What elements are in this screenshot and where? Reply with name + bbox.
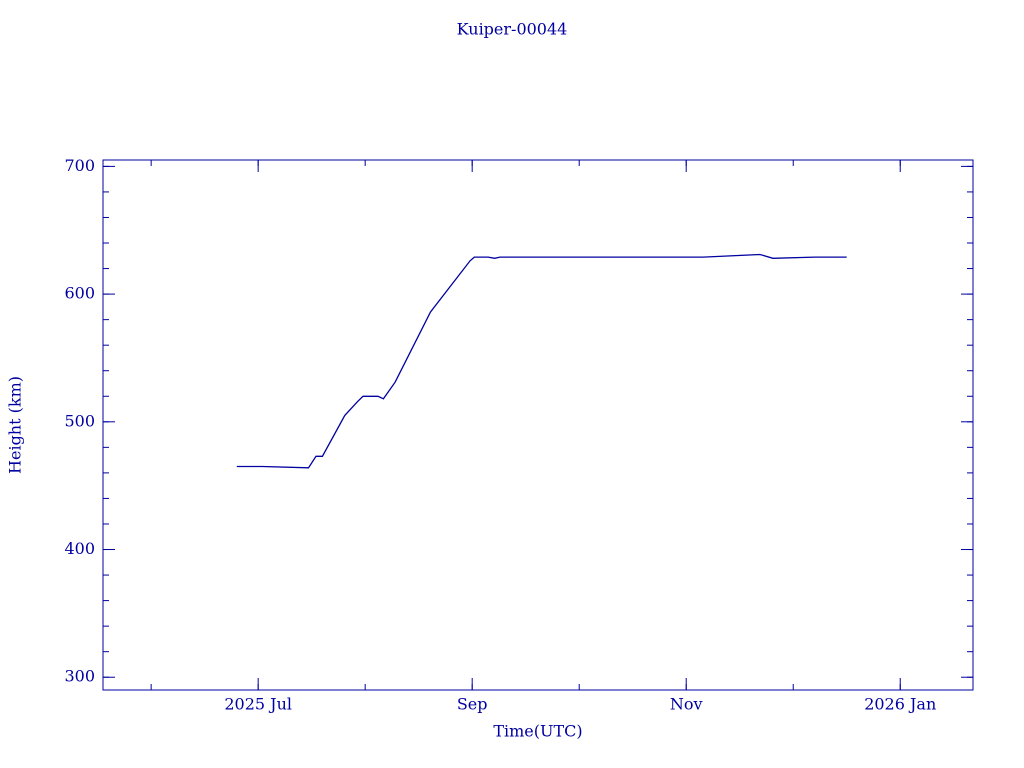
x-tick-label: 2025 Jul (224, 695, 292, 714)
x-tick-label: Nov (670, 695, 703, 714)
x-tick-label: Sep (457, 695, 488, 714)
data-line (236, 253, 847, 469)
y-tick-label: 500 (64, 411, 95, 430)
y-tick-label: 400 (64, 539, 95, 558)
y-tick-label: 700 (64, 156, 95, 175)
y-tick-label: 300 (64, 667, 95, 686)
y-axis-label: Height (km) (6, 376, 25, 474)
x-tick-label: 2026 Jan (864, 695, 936, 714)
chart-title: Kuiper-00044 (457, 20, 568, 39)
plot-frame (102, 159, 974, 691)
x-axis-label: Time(UTC) (493, 722, 582, 741)
y-tick-label: 600 (64, 284, 95, 303)
